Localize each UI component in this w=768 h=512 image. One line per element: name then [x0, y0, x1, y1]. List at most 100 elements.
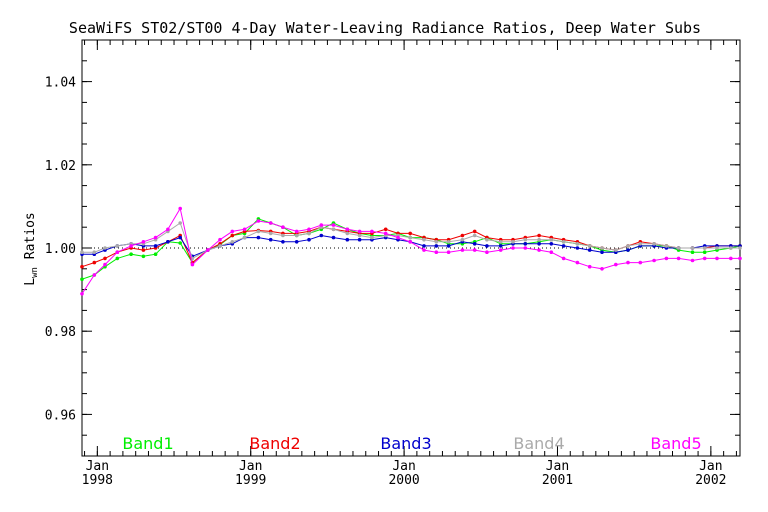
data-point [294, 240, 299, 244]
data-point [218, 237, 222, 242]
data-point [242, 227, 247, 232]
data-point [242, 235, 247, 240]
y-axis-label: Lwn Ratios [23, 212, 40, 285]
data-point [345, 237, 350, 242]
data-point [702, 246, 707, 250]
series-group [80, 206, 742, 296]
legend-entry: Band3 [380, 434, 431, 453]
data-point [370, 235, 374, 240]
data-point [319, 233, 324, 238]
data-point [575, 246, 580, 250]
legend: Band1 Band2 Band3 Band4 Band5 [122, 434, 701, 453]
data-point [715, 246, 719, 250]
data-point [80, 264, 84, 269]
data-point [498, 244, 503, 248]
data-point [664, 244, 669, 248]
y-tick-label: 1.02 [45, 159, 76, 174]
data-point [115, 256, 120, 261]
data-point [485, 250, 489, 254]
data-point [738, 256, 742, 261]
data-point [383, 227, 388, 232]
data-point [408, 240, 413, 244]
data-point [549, 250, 554, 254]
data-point [549, 237, 554, 242]
data-point [230, 233, 235, 238]
data-point [268, 231, 273, 236]
data-point [729, 246, 733, 250]
series-band1 [80, 217, 742, 282]
x-tick-month: Jan [699, 459, 722, 474]
data-point [92, 260, 97, 265]
data-point [600, 267, 604, 271]
y-tick-label: 0.96 [45, 408, 76, 423]
data-point [153, 244, 158, 248]
data-point [422, 244, 426, 248]
data-point [178, 235, 182, 240]
data-point [472, 233, 477, 238]
chart-title: SeaWiFS ST02/ST00 4-Day Water-Leaving Ra… [69, 19, 701, 37]
data-point [561, 244, 566, 248]
data-point [396, 235, 400, 240]
data-point [537, 237, 541, 242]
x-tick-month: Jan [546, 459, 569, 474]
data-point [561, 256, 566, 261]
data-point [178, 206, 182, 211]
data-point [256, 235, 261, 240]
data-point [626, 248, 630, 252]
data-point [626, 244, 630, 248]
data-point [460, 233, 465, 238]
data-point [422, 237, 426, 242]
data-point [702, 250, 707, 254]
data-point [281, 225, 285, 229]
y-axis: 0.96 0.98 1.00 1.02 1.04 [45, 39, 740, 457]
data-point [652, 258, 656, 263]
data-point [587, 244, 592, 248]
data-point [485, 237, 489, 242]
series-band5 [80, 206, 742, 296]
data-point [383, 231, 388, 236]
data-point [472, 242, 477, 246]
data-point [690, 250, 695, 254]
data-point [345, 227, 350, 232]
x-tick-year: 2000 [388, 473, 419, 488]
data-point [408, 235, 413, 240]
data-point [141, 254, 146, 259]
data-point [446, 250, 451, 254]
data-point [331, 235, 336, 240]
data-point [307, 237, 311, 242]
data-point [446, 240, 451, 244]
data-point [434, 250, 439, 254]
data-point [190, 262, 195, 267]
data-point [676, 256, 681, 261]
data-point [676, 246, 681, 250]
data-point [80, 277, 84, 282]
data-point [129, 252, 133, 256]
data-point [561, 240, 566, 244]
data-point [307, 231, 311, 236]
data-point [523, 246, 528, 250]
data-point [485, 244, 489, 248]
data-point [281, 233, 285, 238]
data-point [331, 223, 336, 227]
legend-entry: Band1 [122, 434, 173, 453]
legend-entry: Band4 [513, 434, 564, 453]
y-tick-label: 1.00 [45, 242, 76, 257]
data-point [115, 244, 120, 248]
data-point [715, 256, 719, 261]
x-tick-month: Jan [239, 459, 262, 474]
data-point [294, 229, 299, 234]
data-point [587, 264, 592, 269]
data-point [638, 242, 643, 246]
data-point [230, 240, 235, 244]
data-point [319, 223, 324, 227]
data-point [638, 260, 643, 265]
data-point [357, 233, 362, 238]
legend-entry: Band2 [249, 434, 300, 453]
data-point [690, 246, 695, 250]
data-point [600, 250, 604, 254]
data-point [256, 219, 261, 223]
data-point [549, 242, 554, 246]
data-point [218, 244, 222, 248]
